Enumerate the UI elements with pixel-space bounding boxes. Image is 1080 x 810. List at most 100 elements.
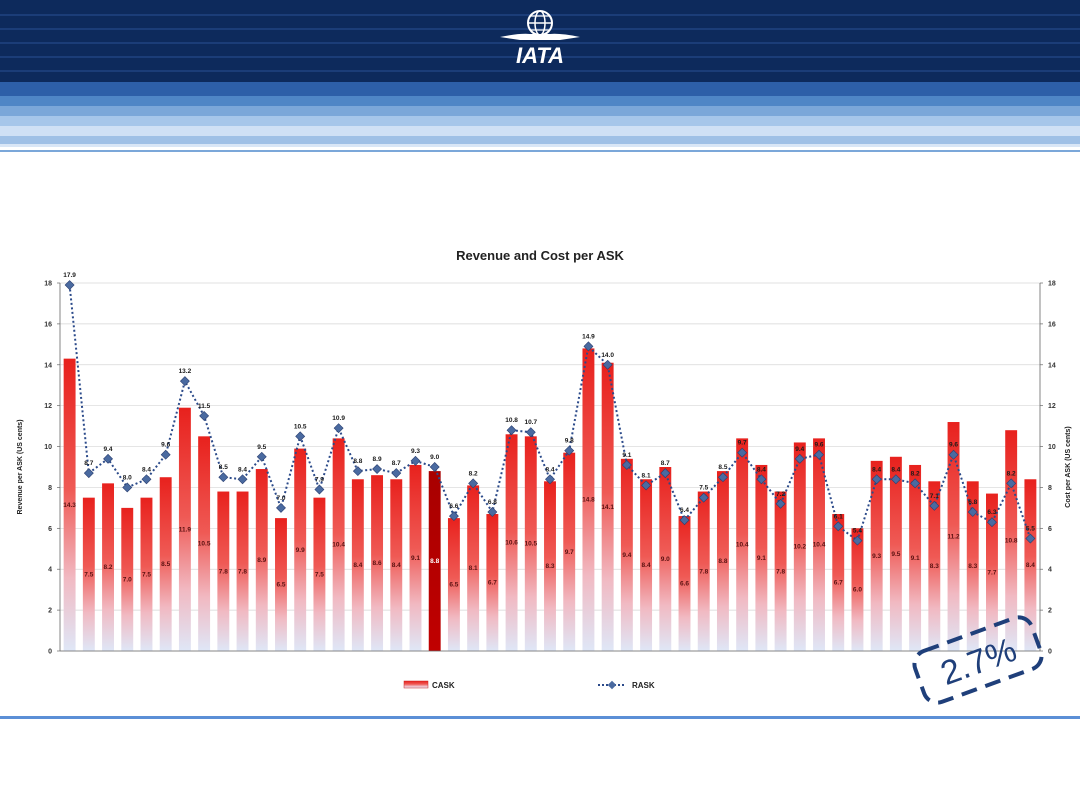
y-tick-label-left: 14 <box>44 362 52 369</box>
rask-data-label: 8.1 <box>642 472 651 479</box>
cask-bar <box>486 514 499 651</box>
cask-bar <box>409 464 422 651</box>
rask-point <box>852 535 863 546</box>
y-axis-label-right: Cost per ASK (US cents) <box>1065 426 1072 507</box>
y-tick-label-left: 4 <box>48 567 52 574</box>
rask-point <box>660 468 671 479</box>
rask-data-label: 7.5 <box>699 485 708 492</box>
cask-bar <box>505 434 518 651</box>
rask-point <box>468 478 479 489</box>
rask-data-label: 8.4 <box>872 466 881 473</box>
cask-data-label: 8.3 <box>545 563 554 570</box>
cask-bar <box>140 497 153 651</box>
rask-point <box>621 460 632 470</box>
rask-point <box>602 359 613 370</box>
rask-point <box>775 498 786 509</box>
cask-bar <box>678 516 691 651</box>
cask-bar <box>351 479 364 651</box>
legend-cask-swatch <box>403 680 429 689</box>
cask-bar <box>928 481 941 651</box>
rask-data-label: 9.6 <box>161 442 170 449</box>
y-tick-label-left: 16 <box>44 321 52 328</box>
cask-data-label: 9.5 <box>891 551 900 558</box>
cask-bar <box>544 481 556 651</box>
cask-bar <box>870 460 883 651</box>
rask-point <box>410 455 421 466</box>
rask-data-label: 8.5 <box>718 464 727 471</box>
y-tick-label-right: 0 <box>1048 649 1052 656</box>
rask-point <box>987 517 997 528</box>
cask-data-label: 8.4 <box>392 562 401 569</box>
rask-data-label: 6.1 <box>834 513 843 520</box>
rask-data-label: 5.5 <box>1026 526 1035 533</box>
rask-point <box>525 427 536 438</box>
y-tick-label-left: 8 <box>48 485 52 492</box>
y-tick-label-right: 10 <box>1048 444 1056 451</box>
cask-bar <box>986 493 998 651</box>
cask-bar <box>178 407 191 651</box>
cask-data-label: 7.5 <box>84 571 93 578</box>
rask-data-label: 8.2 <box>911 470 920 477</box>
rask-point <box>83 468 94 479</box>
cask-bar <box>1005 430 1018 651</box>
y-tick-label-left: 6 <box>48 526 52 533</box>
cask-bar <box>889 456 902 651</box>
cask-data-label: 8.3 <box>968 563 977 570</box>
cask-bar <box>755 464 768 651</box>
cask-data-label: 10.4 <box>813 542 826 549</box>
rask-data-label: 6.8 <box>968 499 977 506</box>
rask-point <box>698 492 709 503</box>
y-tick-label-right: 12 <box>1048 403 1056 410</box>
cask-bar <box>275 518 287 651</box>
rask-point <box>487 507 498 517</box>
cask-data-label: 6.5 <box>276 582 285 589</box>
y-tick-label-right: 18 <box>1048 281 1056 288</box>
rask-data-label: 14.9 <box>582 333 595 340</box>
cask-bar <box>1024 479 1037 651</box>
cask-bar <box>697 491 710 651</box>
cask-data-label: 6.5 <box>449 582 458 589</box>
cask-data-label: 14.8 <box>582 497 595 504</box>
cask-data-label: 9.1 <box>411 555 420 562</box>
rask-data-label: 9.4 <box>795 446 804 453</box>
cask-data-label: 10.6 <box>505 540 518 547</box>
cask-bar <box>121 507 134 651</box>
rask-point <box>967 507 978 517</box>
rask-point <box>583 341 594 352</box>
cask-data-label: 8.4 <box>1026 562 1035 569</box>
rask-point <box>314 484 325 495</box>
cask-bar <box>102 483 114 651</box>
cask-bar <box>236 491 249 651</box>
rask-data-label: 8.7 <box>84 460 93 467</box>
rask-point <box>1025 533 1036 544</box>
rask-data-label: 8.4 <box>757 466 766 473</box>
cask-bar <box>832 514 845 651</box>
cask-bar <box>313 497 326 651</box>
rask-point <box>237 474 248 485</box>
logo-text: IATA <box>516 43 564 68</box>
rask-point <box>737 447 748 458</box>
rask-data-label: 17.9 <box>63 272 76 279</box>
cask-data-label: 14.3 <box>63 502 76 509</box>
rask-data-label: 10.9 <box>332 415 345 422</box>
cask-data-label: 8.9 <box>257 557 266 564</box>
cask-bar <box>217 491 230 651</box>
rask-data-label: 8.7 <box>392 460 401 467</box>
cask-bar <box>159 477 172 651</box>
rask-data-label: 8.7 <box>661 460 670 467</box>
rask-point <box>641 480 652 491</box>
rask-data-label: 9.6 <box>814 442 823 449</box>
cask-data-label: 8.1 <box>469 565 478 572</box>
cask-data-label: 9.1 <box>757 555 766 562</box>
rask-point <box>333 423 344 434</box>
cask-data-label: 10.4 <box>736 542 749 549</box>
rask-point <box>564 445 575 456</box>
cask-data-label: 9.0 <box>661 556 670 563</box>
rask-data-label: 8.0 <box>123 474 132 481</box>
rask-data-label: 8.4 <box>238 466 247 473</box>
cask-data-label: 10.5 <box>198 541 211 548</box>
cask-bar <box>659 467 672 651</box>
y-tick-label-right: 14 <box>1048 362 1056 369</box>
cask-bar <box>793 442 806 651</box>
cask-bar <box>255 469 268 651</box>
